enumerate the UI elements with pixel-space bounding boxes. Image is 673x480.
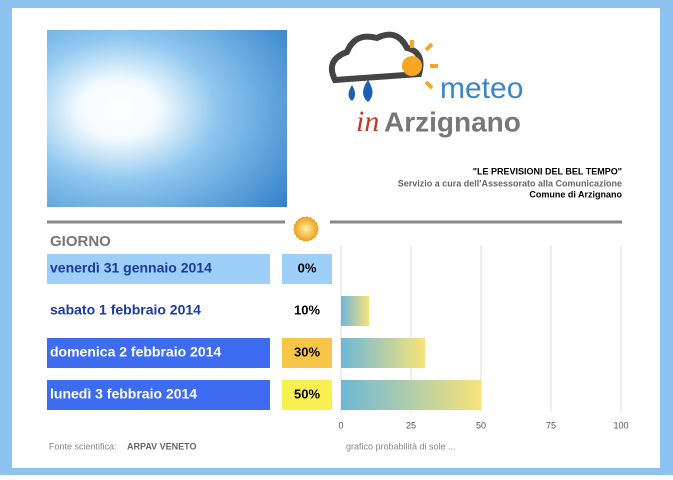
column-title: GIORNO: [50, 233, 111, 250]
day-label: lunedì 3 febbraio 2014: [50, 386, 197, 402]
percent-label: 30%: [294, 344, 320, 359]
day-box: [47, 254, 270, 284]
percent-box: [282, 254, 332, 284]
day-box: [47, 380, 270, 410]
x-tick-label: 50: [476, 420, 486, 430]
header-town: Comune di Arzignano: [529, 189, 622, 199]
header-quote: "LE PREVISIONI DEL BEL TEMPO": [473, 166, 622, 176]
day-label: venerdì 31 gennaio 2014: [50, 260, 212, 276]
day-box: [47, 296, 270, 326]
percent-label: 0%: [298, 260, 317, 275]
footer-source: ARPAV VENETO: [127, 441, 197, 451]
percent-box: [282, 380, 332, 410]
bar: [341, 380, 481, 410]
x-tick-label: 0: [338, 420, 343, 430]
sun-icon: [293, 216, 319, 242]
logo-meteo: meteo: [440, 72, 523, 105]
day-label: domenica 2 febbraio 2014: [50, 344, 221, 360]
day-box: [47, 338, 270, 368]
footer-label: Fonte scientifica:: [49, 441, 117, 451]
x-tick-label: 100: [613, 420, 628, 430]
bar: [341, 296, 369, 326]
percent-box: [282, 338, 332, 368]
percent-box: [282, 296, 332, 326]
x-tick-label: 25: [406, 420, 416, 430]
percent-label: 50%: [294, 386, 320, 401]
sky-image: [47, 30, 287, 207]
logo-name: Arzignano: [384, 106, 521, 137]
day-label: sabato 1 febbraio 2014: [50, 302, 201, 318]
percent-label: 10%: [294, 302, 320, 317]
logo-icon: [329, 31, 438, 102]
x-tick-label: 75: [546, 420, 556, 430]
bar: [341, 338, 425, 368]
logo-in: in: [356, 105, 379, 138]
header-service: Servizio a cura dell'Assessorato alla Co…: [398, 178, 622, 188]
chart-caption: grafico probabilità di sole ...: [346, 441, 456, 451]
